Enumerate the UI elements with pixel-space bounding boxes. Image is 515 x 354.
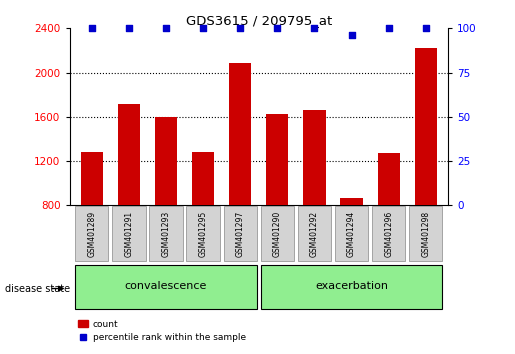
Bar <box>224 206 257 261</box>
Point <box>162 25 170 31</box>
Text: GSM401291: GSM401291 <box>125 211 133 257</box>
Text: GSM401290: GSM401290 <box>273 211 282 257</box>
Bar <box>155 117 177 205</box>
Bar <box>298 206 331 261</box>
Bar <box>335 206 368 261</box>
Text: GSM401297: GSM401297 <box>236 211 245 257</box>
Bar <box>81 152 103 205</box>
Point <box>199 25 207 31</box>
Point <box>422 25 430 31</box>
Text: disease state: disease state <box>5 284 70 293</box>
Bar <box>112 206 146 261</box>
Bar <box>261 266 442 309</box>
Point <box>311 25 319 31</box>
Text: convalescence: convalescence <box>125 281 207 291</box>
Bar <box>340 198 363 205</box>
Legend: count, percentile rank within the sample: count, percentile rank within the sample <box>74 316 250 346</box>
Text: GSM401298: GSM401298 <box>421 211 431 257</box>
Text: exacerbation: exacerbation <box>315 281 388 291</box>
Bar <box>261 206 294 261</box>
Text: GSM401293: GSM401293 <box>162 211 170 257</box>
Bar <box>409 206 442 261</box>
Bar <box>192 152 214 205</box>
Bar <box>149 206 183 261</box>
Point <box>125 25 133 31</box>
Bar <box>186 206 220 261</box>
Point <box>348 33 356 38</box>
Point <box>88 25 96 31</box>
Bar <box>229 63 251 205</box>
Text: GSM401289: GSM401289 <box>87 211 96 257</box>
Bar <box>75 206 109 261</box>
Bar <box>415 48 437 205</box>
Bar <box>118 104 140 205</box>
Bar <box>303 110 325 205</box>
Title: GDS3615 / 209795_at: GDS3615 / 209795_at <box>186 14 332 27</box>
Bar <box>75 266 257 309</box>
Bar <box>372 206 405 261</box>
Point <box>273 25 282 31</box>
Point <box>236 25 244 31</box>
Bar <box>266 114 288 205</box>
Point <box>385 25 393 31</box>
Text: GSM401292: GSM401292 <box>310 211 319 257</box>
Text: GSM401296: GSM401296 <box>384 211 393 257</box>
Text: GSM401295: GSM401295 <box>199 211 208 257</box>
Bar <box>377 153 400 205</box>
Text: GSM401294: GSM401294 <box>347 211 356 257</box>
